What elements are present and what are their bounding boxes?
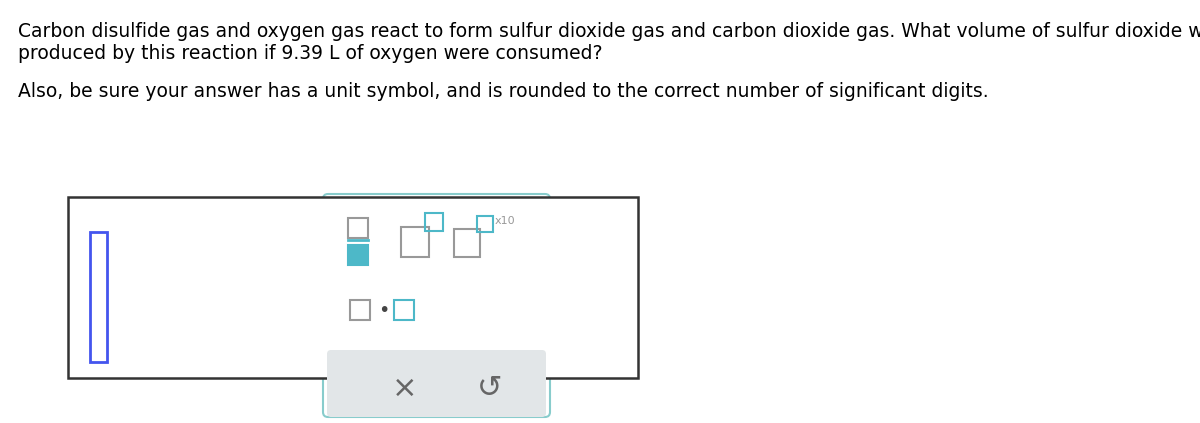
Bar [348, 218, 368, 238]
Text: ×: × [392, 374, 418, 403]
Bar [454, 229, 480, 257]
Text: ↺: ↺ [478, 374, 503, 403]
Bar [350, 300, 370, 320]
Bar [68, 197, 638, 378]
Text: Also, be sure your answer has a unit symbol, and is rounded to the correct numbe: Also, be sure your answer has a unit sym… [18, 82, 989, 101]
Bar [348, 245, 368, 265]
FancyBboxPatch shape [323, 194, 550, 417]
Text: •: • [378, 300, 389, 319]
Bar [90, 232, 107, 362]
Text: x10: x10 [496, 216, 516, 226]
FancyBboxPatch shape [326, 350, 546, 417]
Bar [401, 227, 430, 257]
Bar [478, 216, 493, 232]
Text: produced by this reaction if 9.39 L of oxygen were consumed?: produced by this reaction if 9.39 L of o… [18, 44, 602, 63]
Bar [394, 300, 414, 320]
Bar [425, 213, 443, 231]
Text: Carbon disulfide gas and oxygen gas react to form sulfur dioxide gas and carbon : Carbon disulfide gas and oxygen gas reac… [18, 22, 1200, 41]
